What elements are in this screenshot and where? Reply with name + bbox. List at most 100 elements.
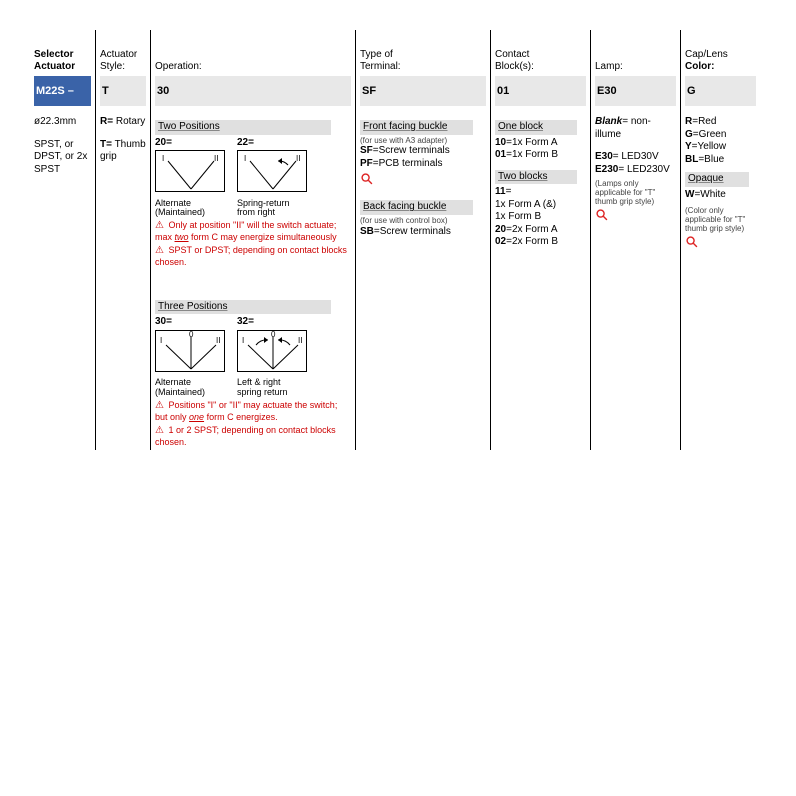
color-note: (Color only applicable for "T" thumb gri… [685, 207, 756, 233]
warning-text: ⚠ Only at position "II" will the switch … [155, 220, 351, 243]
color-item: G=Green [685, 129, 756, 142]
warning-icon: ⚠ [155, 220, 164, 232]
diagram-caption: Spring-returnfrom right [237, 199, 307, 219]
diagram-code: 20= [155, 137, 225, 150]
magnifier-icon [595, 208, 609, 222]
header-terminal: Type of Terminal: [360, 30, 486, 76]
header-color: Cap/Lens Color: [685, 30, 756, 76]
diagram-item: 20= III Alternate(Maintained) [155, 137, 225, 219]
lamp-item: E30= LED30V [595, 151, 676, 164]
warning-text: ⚠ 1 or 2 SPST; depending on contact bloc… [155, 425, 351, 448]
svg-text:II: II [216, 336, 220, 345]
contact-item: 20=2x Form A [495, 224, 586, 237]
col-selector-actuator: Selector Actuator M22S – ø22.3mm SPST, o… [30, 30, 95, 450]
lamp-item: Blank= non-illume [595, 116, 676, 141]
warning-icon: ⚠ [155, 245, 164, 257]
col-contact-blocks: Contact Block(s): 01 One block 10=1x Form… [490, 30, 590, 450]
code-e30: E30 [595, 76, 676, 106]
contact-item: 1x Form B [495, 211, 586, 224]
code-g: G [685, 76, 756, 106]
header-lamp: Lamp: [595, 30, 676, 76]
diagram-item: 22= III Spring-returnfrom right [237, 137, 307, 219]
svg-text:II: II [296, 154, 300, 163]
svg-text:I: I [244, 154, 246, 163]
terminal-item: SF=Screw terminals [360, 145, 486, 158]
color-item: BL=Blue [685, 154, 756, 167]
body-contact: One block 10=1x Form A01=1x Form B Two blo… [495, 106, 586, 249]
code-t: T [100, 76, 146, 106]
diagram-row: 30= I 0 II Alternate(Maintained) 32= I 0 II … [155, 316, 351, 398]
header-contact: Contact Block(s): [495, 30, 586, 76]
color-section-title: Opaque [685, 172, 749, 187]
selector-table: Selector Actuator M22S – ø22.3mm SPST, o… [30, 30, 766, 450]
position-diagram: I 0 II [237, 330, 307, 372]
position-diagram: III [155, 150, 225, 192]
header-actuator-style: Actuator Style: [100, 30, 146, 76]
diagram-code: 30= [155, 316, 225, 329]
style-r: R= Rotary [100, 116, 146, 129]
diagram-caption: Left & rightspring return [237, 378, 307, 398]
color-item: R=Red [685, 116, 756, 129]
position-diagram: I 0 II [155, 330, 225, 372]
code-30: 30 [155, 76, 351, 106]
diagram-code: 32= [237, 316, 307, 329]
warning-text: ⚠ SPST or DPST; depending on contact blo… [155, 245, 351, 268]
contact-item: 1x Form A (&) [495, 199, 586, 212]
color-item: Y=Yellow [685, 141, 756, 154]
col-color: Cap/Lens Color: G R=RedG=GreenY=YellowBL… [680, 30, 760, 450]
warning-icon: ⚠ [155, 425, 164, 437]
operation-group-title: Three Positions [155, 300, 331, 315]
contact-section-title: Two blocks [495, 170, 577, 185]
terminal-section-title: Back facing buckle [360, 200, 473, 215]
style-t: T= Thumb grip [100, 139, 146, 164]
warning-text: ⚠ Positions "I" or "II" may actuate the … [155, 400, 351, 423]
code-m22s: M22S – [34, 76, 91, 106]
magnifier-icon [360, 172, 374, 186]
contact-section-title: One block [495, 120, 577, 135]
col-actuator-style: Actuator Style: T R= Rotary T= Thumb gri… [95, 30, 150, 450]
magnifier-icon [685, 235, 699, 249]
contact-item: 11= [495, 186, 586, 199]
terminal-section-note: (for use with A3 adapter) [360, 137, 486, 146]
terminal-item: PF=PCB terminals [360, 158, 486, 171]
lamp-item: E230= LED230V [595, 164, 676, 177]
spst-text: SPST, or DPST, or 2x SPST [34, 139, 91, 177]
svg-text:II: II [298, 336, 302, 345]
svg-text:I: I [162, 154, 164, 163]
body-operation: Two Positions 20= III Alternate(Maintain… [155, 106, 351, 448]
position-diagram: III [237, 150, 307, 192]
svg-text:0: 0 [271, 330, 276, 339]
terminal-section-title: Front facing buckle [360, 120, 473, 135]
diameter-text: ø22.3mm [34, 116, 91, 129]
diagram-item: 30= I 0 II Alternate(Maintained) [155, 316, 225, 398]
body-lamp: Blank= non-illume E30= LED30VE230= LED230… [595, 106, 676, 222]
diagram-code: 22= [237, 137, 307, 150]
operation-group-title: Two Positions [155, 120, 331, 135]
diagram-row: 20= III Alternate(Maintained) 22= III Sp… [155, 137, 351, 219]
svg-text:I: I [242, 336, 244, 345]
contact-item: 10=1x Form A [495, 137, 586, 150]
code-01: 01 [495, 76, 586, 106]
header-operation: Operation: [155, 30, 351, 76]
color-item: W=White [685, 189, 756, 202]
diagram-caption: Alternate(Maintained) [155, 378, 225, 398]
body-terminal: Front facing buckle (for use with A3 adap… [360, 106, 486, 238]
col-terminal: Type of Terminal: SF Front facing buckle… [355, 30, 490, 450]
body-color: R=RedG=GreenY=YellowBL=Blue Opaque W=White… [685, 106, 756, 249]
svg-text:II: II [214, 154, 218, 163]
terminal-section-note: (for use with control box) [360, 217, 486, 226]
col-operation: Operation: 30 Two Positions 20= III Alte… [150, 30, 355, 450]
col-lamp: Lamp: E30 Blank= non-illume E30= LED30VE2… [590, 30, 680, 450]
contact-item: 01=1x Form B [495, 149, 586, 162]
terminal-item: SB=Screw terminals [360, 226, 486, 239]
header-selector: Selector Actuator [34, 30, 91, 76]
diagram-item: 32= I 0 II Left & rightspring return [237, 316, 307, 398]
contact-item: 02=2x Form B [495, 236, 586, 249]
svg-text:I: I [160, 336, 162, 345]
diagram-caption: Alternate(Maintained) [155, 199, 225, 219]
body-actuator-style: R= Rotary T= Thumb grip [100, 106, 146, 164]
body-selector: ø22.3mm SPST, or DPST, or 2x SPST [34, 106, 91, 176]
warning-icon: ⚠ [155, 400, 164, 412]
lamp-note: (Lamps only applicable for "T" thumb gri… [595, 180, 676, 206]
svg-text:0: 0 [189, 330, 194, 339]
